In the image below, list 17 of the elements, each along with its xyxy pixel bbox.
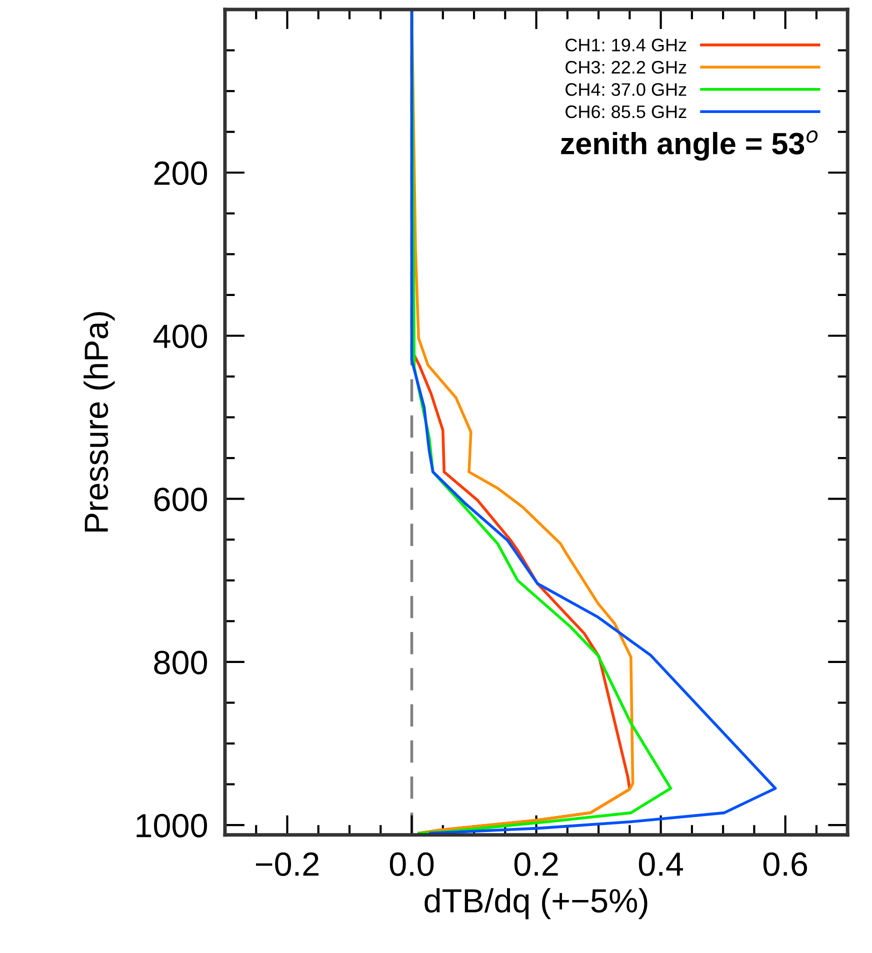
annotation: zenith angle = 53$^{o}$ [561, 130, 818, 161]
y-tick-label: 800 [154, 650, 208, 674]
x-tick-label: 0.2 [514, 852, 558, 876]
x-axis-title: dTB/dq (+−5%) [424, 888, 648, 920]
text: CH6: 85.5 GHz [566, 105, 686, 118]
text: CH3: 22.2 GHz [566, 60, 686, 74]
text: CH4: 37.0 GHz [566, 83, 686, 96]
y-tick-label: 400 [153, 324, 208, 348]
x-tick-label: 0.6 [763, 852, 808, 876]
y-tick-label: 1000 [136, 814, 208, 838]
y-tick-label: 200 [154, 161, 208, 186]
text: CH1: 19.4 GHz [566, 38, 686, 52]
y-tick-label: 600 [154, 488, 208, 512]
y-axis-title: Pressure (hPa) [84, 312, 115, 532]
x-tick-label: 0.0 [390, 852, 434, 876]
x-tick-label: −0.2 [256, 852, 318, 876]
x-tick-label: 0.4 [638, 852, 683, 876]
